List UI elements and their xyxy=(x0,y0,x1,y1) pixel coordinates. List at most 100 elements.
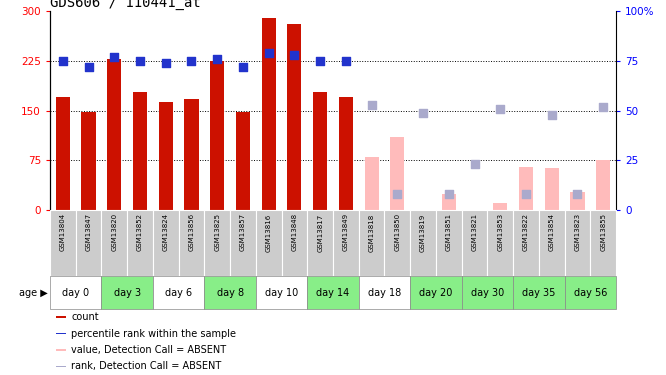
Text: GSM13848: GSM13848 xyxy=(292,213,298,251)
Text: GSM13851: GSM13851 xyxy=(446,213,452,251)
Bar xyxy=(545,168,559,210)
Bar xyxy=(359,210,384,276)
Bar xyxy=(55,333,66,334)
Text: day 14: day 14 xyxy=(316,288,350,297)
Text: GSM13819: GSM13819 xyxy=(420,213,426,252)
Point xyxy=(263,50,274,56)
Bar xyxy=(565,210,590,276)
Bar xyxy=(436,210,462,276)
Bar xyxy=(384,210,410,276)
Bar xyxy=(256,210,282,276)
Bar xyxy=(178,210,204,276)
Bar xyxy=(107,59,121,210)
Text: day 30: day 30 xyxy=(471,288,504,297)
Bar xyxy=(56,98,70,210)
Bar xyxy=(410,276,462,309)
Text: GSM13822: GSM13822 xyxy=(523,213,529,251)
Bar xyxy=(462,276,513,309)
Bar xyxy=(159,102,172,210)
Bar xyxy=(236,112,250,210)
Bar xyxy=(127,210,153,276)
Text: GSM13856: GSM13856 xyxy=(188,213,194,251)
Bar xyxy=(184,99,198,210)
Bar xyxy=(410,210,436,276)
Bar xyxy=(282,210,307,276)
Text: GSM13816: GSM13816 xyxy=(266,213,272,252)
Text: day 20: day 20 xyxy=(419,288,453,297)
Bar xyxy=(50,276,101,309)
Bar xyxy=(204,276,256,309)
Text: rank, Detection Call = ABSENT: rank, Detection Call = ABSENT xyxy=(71,362,222,372)
Bar xyxy=(359,276,410,309)
Text: GSM13818: GSM13818 xyxy=(368,213,374,252)
Bar xyxy=(256,276,307,309)
Bar xyxy=(133,92,147,210)
Text: percentile rank within the sample: percentile rank within the sample xyxy=(71,328,236,339)
Bar xyxy=(519,167,533,210)
Bar xyxy=(565,276,616,309)
Point xyxy=(238,64,248,70)
Text: count: count xyxy=(71,312,99,322)
Bar xyxy=(101,276,153,309)
Bar xyxy=(262,18,276,210)
Text: GSM13853: GSM13853 xyxy=(498,213,503,251)
Text: GSM13847: GSM13847 xyxy=(85,213,91,251)
Bar xyxy=(494,203,507,210)
Point xyxy=(366,102,377,108)
Text: GSM13820: GSM13820 xyxy=(111,213,117,251)
Bar xyxy=(539,210,565,276)
Point xyxy=(109,54,120,60)
Point xyxy=(469,161,480,167)
Bar xyxy=(153,210,178,276)
Bar xyxy=(55,366,66,367)
Point xyxy=(444,191,454,197)
Text: GSM13855: GSM13855 xyxy=(600,213,606,251)
Text: day 0: day 0 xyxy=(62,288,89,297)
Text: age ▶: age ▶ xyxy=(19,288,47,297)
Text: GDS606 / 110441_at: GDS606 / 110441_at xyxy=(50,0,200,10)
Text: GSM13857: GSM13857 xyxy=(240,213,246,251)
Text: GSM13854: GSM13854 xyxy=(549,213,555,251)
Point xyxy=(392,191,403,197)
Bar xyxy=(210,61,224,210)
Bar xyxy=(307,210,333,276)
Bar xyxy=(570,192,585,210)
Bar xyxy=(462,210,488,276)
Bar xyxy=(287,24,302,210)
Bar xyxy=(364,157,379,210)
Point xyxy=(521,191,531,197)
Bar xyxy=(333,210,359,276)
Bar xyxy=(55,349,66,351)
Bar xyxy=(81,112,96,210)
Text: GSM13849: GSM13849 xyxy=(343,213,349,251)
Text: GSM13817: GSM13817 xyxy=(317,213,323,252)
Point xyxy=(418,110,428,116)
Text: day 18: day 18 xyxy=(368,288,401,297)
Point xyxy=(495,106,505,112)
Point xyxy=(135,58,145,64)
Point xyxy=(572,191,583,197)
Text: day 6: day 6 xyxy=(165,288,192,297)
Bar xyxy=(488,210,513,276)
Text: day 35: day 35 xyxy=(522,288,555,297)
Text: GSM13825: GSM13825 xyxy=(214,213,220,251)
Bar xyxy=(153,276,204,309)
Text: GSM13821: GSM13821 xyxy=(472,213,478,251)
Text: GSM13823: GSM13823 xyxy=(575,213,581,251)
Bar xyxy=(50,210,76,276)
Bar xyxy=(596,160,610,210)
Bar xyxy=(313,92,327,210)
Point xyxy=(212,56,222,62)
Bar xyxy=(55,316,66,318)
Text: GSM13824: GSM13824 xyxy=(163,213,168,251)
Bar xyxy=(390,137,404,210)
Text: day 3: day 3 xyxy=(114,288,141,297)
Bar xyxy=(442,194,456,210)
Bar xyxy=(590,210,616,276)
Text: GSM13850: GSM13850 xyxy=(394,213,400,251)
Bar xyxy=(101,210,127,276)
Text: day 10: day 10 xyxy=(265,288,298,297)
Bar xyxy=(307,276,359,309)
Bar xyxy=(513,210,539,276)
Point xyxy=(546,112,557,118)
